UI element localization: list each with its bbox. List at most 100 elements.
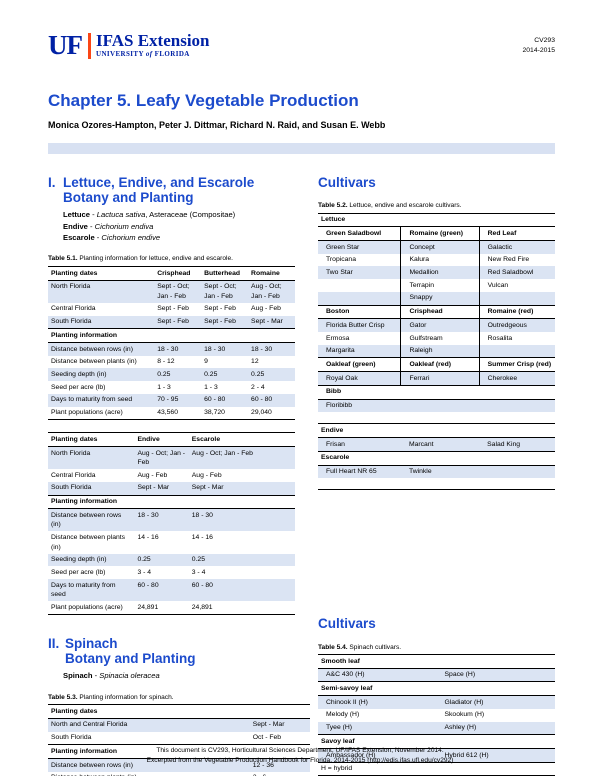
table-cell: Floribibb xyxy=(318,399,401,413)
table-cell: Central Florida xyxy=(51,471,96,479)
table-cell: Plant populations (acre) xyxy=(51,409,123,417)
caption-text: Lettuce, endive and escarole cultivars. xyxy=(347,202,462,210)
doc-number-years: 2014-2015 xyxy=(522,46,555,54)
table-row: Escarole xyxy=(318,450,555,466)
table-cell: Tropicana xyxy=(326,256,356,264)
ifas-wordmark: IFAS Extension UNIVERSITY of FLORIDA xyxy=(96,32,210,58)
species-line-spinach: Spinach - Spinacia oleracea xyxy=(63,670,310,681)
species-name: Spinach xyxy=(63,671,93,681)
florida-text: FLORIDA xyxy=(154,50,190,58)
table-cell: Full Heart NR 65 xyxy=(318,465,401,479)
table-row: Planting dates Crisphead Butterhead Romaine xyxy=(48,266,295,281)
table-row: Full Heart NR 65 Twinkle xyxy=(318,465,555,479)
table-row: Central Florida Sept - Feb Sept - Feb Aug -… xyxy=(48,303,295,316)
species-latin: Lactuca sativa xyxy=(96,210,146,220)
table-cell: H = hybrid xyxy=(318,761,555,776)
table-cell: Plant populations (acre) xyxy=(51,603,123,611)
table-cell xyxy=(318,478,401,490)
table-row: Terrapin Vulcan xyxy=(318,279,555,292)
table-cell: Ferrari xyxy=(400,371,480,386)
table-cell: Lettuce xyxy=(318,212,555,228)
species-family: , Asteraceae (Compositae) xyxy=(145,210,236,220)
table-row: Green Star Concept Galactic xyxy=(318,240,555,254)
table-cell: Aug - Oct; Jan - Feb xyxy=(134,446,189,470)
table-cell xyxy=(318,291,401,306)
table-row: Distance between plants (in)2 - 6 xyxy=(48,772,310,776)
university-text: UNIVERSITY xyxy=(96,50,144,58)
table-5-2-caption: Table 5.2. Lettuce, endive and escarole … xyxy=(318,202,555,211)
table-cell: Salad King xyxy=(479,437,555,452)
footer-line-2: Excerpted from the Vegetable Production … xyxy=(146,757,454,765)
table-cell: Oct - Feb xyxy=(252,734,282,742)
table-cell: Aug - Feb xyxy=(251,305,281,313)
table-cell: 29,040 xyxy=(251,409,272,417)
table-cell: North Florida xyxy=(48,280,155,303)
table-row: Planting dates Endive Escarole xyxy=(48,432,295,447)
table-row: Plant populations (acre) 43,560 38,720 29,0… xyxy=(48,407,295,420)
table-cell: Romaine xyxy=(248,266,295,281)
table-cell: Savoy leaf xyxy=(318,734,555,749)
table-row: Frisan Marcant Salad King xyxy=(318,437,555,452)
table-cell: Florida Butter Crisp xyxy=(318,318,401,332)
university-wordmark: UNIVERSITY of FLORIDA xyxy=(96,50,210,58)
table-cell: Escarole xyxy=(188,432,295,447)
table-cell xyxy=(400,399,480,413)
table-row: Distance between rows (in) 18 - 30 18 - 30 xyxy=(48,508,295,532)
caption-number: Table 5.3. xyxy=(48,693,78,701)
table-5-3: Planting dates North and Central Florida S… xyxy=(48,704,310,776)
table-row: Savoy leaf xyxy=(318,734,555,749)
table-row: Seeding depth (in) 0.25 0.25 xyxy=(48,553,295,567)
table-cell: 70 - 95 xyxy=(154,393,202,407)
table-cell: Green Saladbowl xyxy=(318,226,401,242)
doc-number: CV293 2014-2015 xyxy=(522,36,555,56)
table-cell: 14 - 16 xyxy=(191,534,213,542)
table-cell: Gulfstream xyxy=(400,332,480,345)
table-row: Distance between rows (in) 18 - 30 18 - 30… xyxy=(48,342,295,356)
table-cell: Sept - Mar xyxy=(248,315,295,329)
table-cell xyxy=(478,344,555,358)
table-cell: 0.25 xyxy=(201,368,249,382)
table-cell: Butterhead xyxy=(201,266,249,281)
table-row: Smooth leaf xyxy=(318,654,555,669)
table-cell: Twinkle xyxy=(400,465,480,479)
table-row: Melody (H) Skookum (H) xyxy=(318,709,555,722)
table-cell: Red Leaf xyxy=(478,226,555,242)
caption-text: Spinach cultivars. xyxy=(347,643,402,651)
table-cell: Green Star xyxy=(318,240,401,254)
table-cell: North Florida xyxy=(48,446,135,470)
table-5-1b: Planting dates Endive Escarole North Florid… xyxy=(48,432,295,615)
table-5-2: Lettuce Green Saladbowl Romaine (green) Red… xyxy=(318,212,555,491)
table-cell: A&C 430 (H) xyxy=(318,668,437,682)
table-row: Seed per acre (lb) 1 - 3 1 - 3 2 - 4 xyxy=(48,381,295,394)
table-cell: Red Saladbowl xyxy=(478,266,555,280)
table-row xyxy=(318,478,555,490)
table-row xyxy=(318,412,555,424)
table-row: Margarita Raleigh xyxy=(318,344,555,358)
cultivars-heading-1: Cultivars xyxy=(318,175,376,190)
table-cell: Melody (H) xyxy=(326,711,360,719)
table-cell: Aug - Feb xyxy=(191,471,222,479)
table-cell: New Red Fire xyxy=(478,253,555,267)
cultivars-heading-2: Cultivars xyxy=(318,616,376,632)
table-cell: 8 - 12 xyxy=(157,358,175,366)
table-cell xyxy=(479,384,555,400)
table-cell: Days to maturity from seed xyxy=(48,393,155,407)
table-cell: South Florida xyxy=(48,481,135,496)
table-cell: South Florida xyxy=(48,315,155,329)
table-cell: Distance between rows (in) xyxy=(48,508,135,532)
decorative-band xyxy=(48,143,555,154)
table-cell: 0.25 xyxy=(134,553,189,567)
table-5-4-caption: Table 5.4. Spinach cultivars. xyxy=(318,644,555,653)
table-cell: Aug - Feb xyxy=(137,471,168,479)
section-2-subtitle: Botany and Planting xyxy=(65,651,196,667)
table-cell: Seed per acre (lb) xyxy=(51,383,106,391)
table-cell: 18 - 30 xyxy=(248,342,295,356)
table-cell: Sept - Feb xyxy=(157,305,189,313)
table-cell: Concept xyxy=(400,240,480,254)
table-row: South Florida Sept - Feb Sept - Feb Sept - … xyxy=(48,315,295,329)
caption-text: Planting information for spinach. xyxy=(77,693,174,701)
table-cell: Sept - Mar xyxy=(249,718,310,732)
species-name: Escarole xyxy=(63,233,95,242)
table-cell: 60 - 80 xyxy=(188,579,295,602)
table-cell: Escarole xyxy=(318,450,555,466)
